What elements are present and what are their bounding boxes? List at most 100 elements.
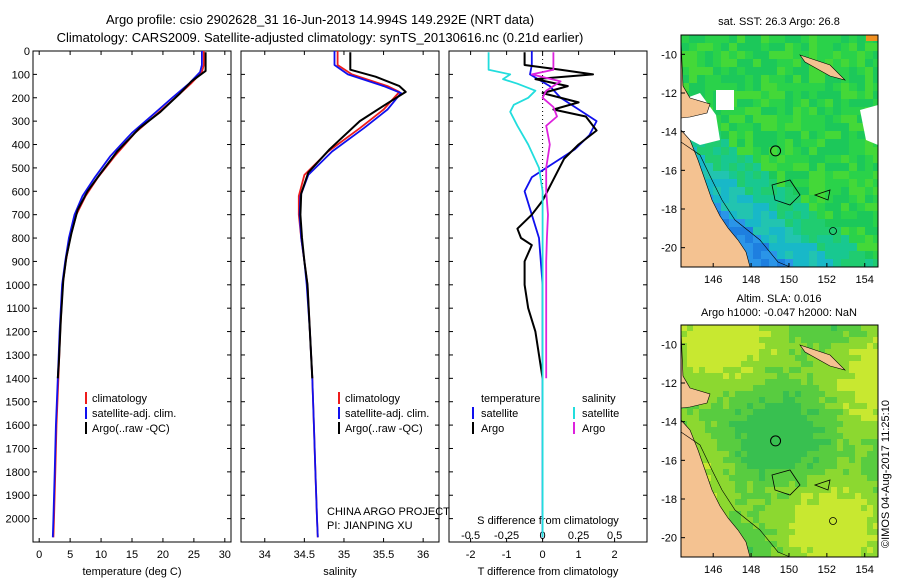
grid-cell — [789, 403, 795, 409]
grid-cell — [801, 251, 809, 259]
grid-cell — [747, 499, 753, 505]
grid-cell — [793, 51, 801, 59]
grid-cell — [825, 541, 831, 547]
grid-cell — [867, 475, 873, 481]
grid-cell — [819, 523, 825, 529]
grid-cell — [777, 499, 783, 505]
grid-cell — [741, 451, 747, 457]
grid-cell — [729, 139, 737, 147]
grid-cell — [717, 349, 723, 355]
grid-cell — [761, 123, 769, 131]
grid-cell — [717, 439, 723, 445]
grid-cell — [687, 409, 693, 415]
grid-cell — [801, 67, 809, 75]
grid-cell — [759, 523, 765, 529]
grid-cell — [793, 139, 801, 147]
grid-cell — [723, 421, 729, 427]
grid-cell — [705, 469, 711, 475]
grid-cell — [865, 179, 873, 187]
grid-cell — [713, 107, 721, 115]
y-tick-label: 1000 — [6, 280, 30, 292]
grid-cell — [861, 505, 867, 511]
grid-cell — [807, 511, 813, 517]
grid-cell — [689, 83, 697, 91]
grid-cell — [855, 385, 861, 391]
grid-cell — [769, 259, 777, 267]
grid-cell — [843, 541, 849, 547]
grid-cell — [873, 547, 878, 553]
grid-cell — [841, 115, 849, 123]
grid-cell — [801, 83, 809, 91]
grid-cell — [789, 505, 795, 511]
grid-cell — [849, 535, 855, 541]
grid-cell — [759, 439, 765, 445]
grid-cell — [759, 451, 765, 457]
grid-cell — [873, 59, 878, 67]
grid-cell — [849, 155, 857, 163]
grid-cell — [777, 493, 783, 499]
grid-cell — [831, 493, 837, 499]
grid-cell — [867, 349, 873, 355]
grid-cell — [747, 403, 753, 409]
grid-cell — [753, 385, 759, 391]
grid-cell — [769, 147, 777, 155]
grid-cell — [795, 475, 801, 481]
grid-cell — [753, 123, 761, 131]
grid-cell — [825, 243, 833, 251]
grid-cell — [867, 445, 873, 451]
grid-cell — [777, 43, 785, 51]
grid-cell — [747, 517, 753, 523]
grid-cell — [841, 107, 849, 115]
grid-cell — [807, 415, 813, 421]
x-tick-label: 10 — [95, 549, 107, 561]
grid-cell — [825, 99, 833, 107]
grid-cell — [777, 91, 785, 99]
grid-cell — [809, 243, 817, 251]
grid-cell — [783, 415, 789, 421]
grid-cell — [867, 553, 873, 557]
grid-cell — [849, 529, 855, 535]
grid-cell — [753, 219, 761, 227]
grid-cell — [745, 91, 753, 99]
grid-cell — [777, 511, 783, 517]
grid-cell — [785, 155, 793, 163]
grid-cell — [765, 511, 771, 517]
grid-cell — [753, 99, 761, 107]
grid-cell — [711, 379, 717, 385]
grid-cell — [721, 195, 729, 203]
grid-cell — [777, 451, 783, 457]
grid-cell — [873, 493, 878, 499]
grid-cell — [729, 227, 737, 235]
grid-cell — [865, 195, 873, 203]
grid-cell — [813, 415, 819, 421]
grid-cell — [769, 219, 777, 227]
grid-cell — [729, 469, 735, 475]
grid-cell — [771, 355, 777, 361]
grid-cell — [831, 409, 837, 415]
grid-cell — [729, 187, 737, 195]
grid-cell — [825, 227, 833, 235]
grid-cell — [753, 475, 759, 481]
grid-cell — [771, 343, 777, 349]
y-tick-label: 2000 — [6, 514, 30, 526]
grid-cell — [741, 331, 747, 337]
grid-cell — [873, 397, 878, 403]
grid-cell — [783, 355, 789, 361]
grid-cell — [717, 493, 723, 499]
grid-cell — [809, 67, 817, 75]
grid-cell — [741, 391, 747, 397]
grid-cell — [865, 83, 873, 91]
grid-cell — [761, 67, 769, 75]
grid-cell — [861, 547, 867, 553]
grid-cell — [813, 463, 819, 469]
grid-cell — [729, 343, 735, 349]
grid-cell — [753, 51, 761, 59]
grid-cell — [855, 499, 861, 505]
grid-cell — [801, 385, 807, 391]
grid-cell — [771, 385, 777, 391]
grid-cell — [855, 325, 861, 331]
grid-cell — [705, 99, 713, 107]
grid-cell — [753, 91, 761, 99]
grid-cell — [769, 155, 777, 163]
grid-cell — [777, 187, 785, 195]
